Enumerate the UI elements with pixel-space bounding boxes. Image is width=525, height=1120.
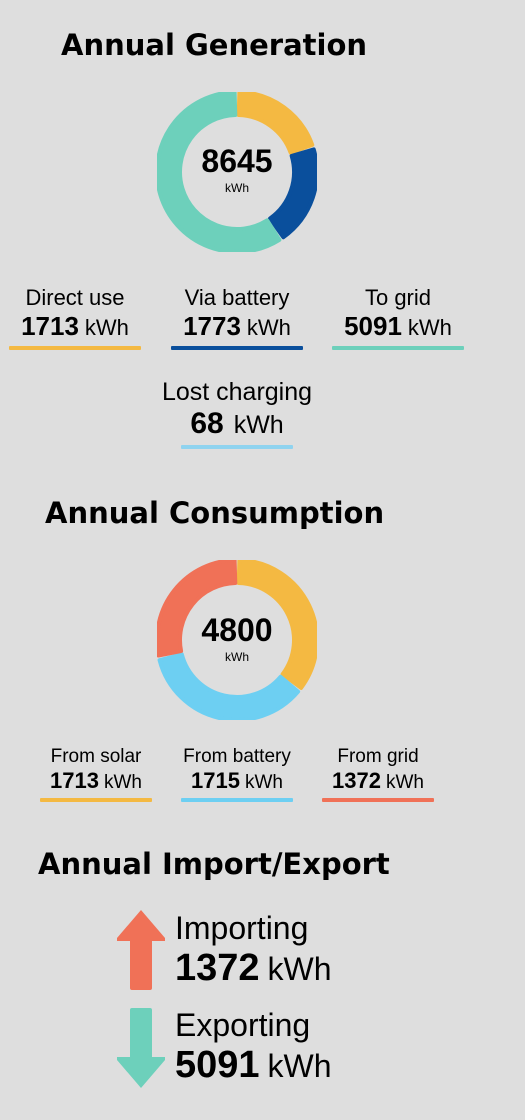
stat-value: 1372 [332,768,381,793]
stat-underline [171,346,303,350]
consumption-segment-from-grid [157,560,238,658]
stat-from-grid: From grid 1372 kWh [318,746,438,802]
stat-underline [181,798,293,802]
stat-value: 5091 [344,311,402,341]
stat-underline [9,346,141,350]
arrow-down-icon [117,1008,165,1088]
exporting-unit: kWh [267,1048,332,1084]
stat-value: 1713 [50,768,99,793]
stat-label: Lost charging [161,378,313,406]
importing-value: 1372 [175,947,260,989]
stat-via-battery: Via battery 1773 kWh [167,285,307,350]
exporting-label: Exporting [175,1007,311,1043]
stat-label: From battery [183,746,291,767]
stat-from-battery: From battery 1715 kWh [172,746,302,802]
stat-unit: kWh [407,315,452,340]
stat-underline [322,798,434,802]
stat-value: 1715 [191,768,240,793]
stat-unit: kWh [246,315,291,340]
generation-segment-via-battery [268,147,317,240]
consumption-segment-from-battery [157,652,301,720]
stat-label: From solar [50,746,142,767]
generation-segment-to-grid [157,92,282,252]
stat-unit: kWh [233,411,284,439]
stat-value: 1713 [21,311,79,341]
stat-unit: kWh [385,772,424,793]
stat-to-grid: To grid 5091 kWh [328,285,468,350]
generation-segment-direct-use [236,92,315,155]
stat-underline [332,346,464,350]
stat-underline [181,445,293,449]
stat-label: From grid [337,746,419,767]
generation-total-unit: kWh [225,181,249,195]
consumption-donut-chart [157,560,317,720]
exporting-block: Exporting 5091 kWh [175,1007,332,1087]
stat-lost-charging: Lost charging 68 kWh [147,378,327,449]
stat-value: 1773 [183,311,241,341]
stat-direct-use: Direct use 1713 kWh [5,285,145,350]
consumption-title: Annual Consumption [45,496,385,530]
generation-total: 8645 [201,143,273,179]
importing-label: Importing [175,910,309,946]
stat-value: 68 [190,407,224,440]
consumption-total-unit: kWh [225,650,249,664]
import-export-title: Annual Import/Export [38,847,390,881]
importing-unit: kWh [267,951,332,987]
generation-donut-chart [157,92,317,252]
arrow-up-icon [117,910,165,990]
stat-underline [40,798,152,802]
stat-from-solar: From solar 1713 kWh [36,746,156,802]
stat-label: To grid [364,285,432,310]
stat-unit: kWh [84,315,129,340]
consumption-segment-from-solar [236,560,317,690]
stat-unit: kWh [244,772,283,793]
generation-title: Annual Generation [61,28,368,62]
exporting-value: 5091 [175,1044,260,1086]
stat-label: Direct use [25,285,125,310]
stat-unit: kWh [103,772,142,793]
importing-block: Importing 1372 kWh [175,910,332,990]
consumption-total: 4800 [201,612,273,648]
stat-label: Via battery [184,285,290,310]
